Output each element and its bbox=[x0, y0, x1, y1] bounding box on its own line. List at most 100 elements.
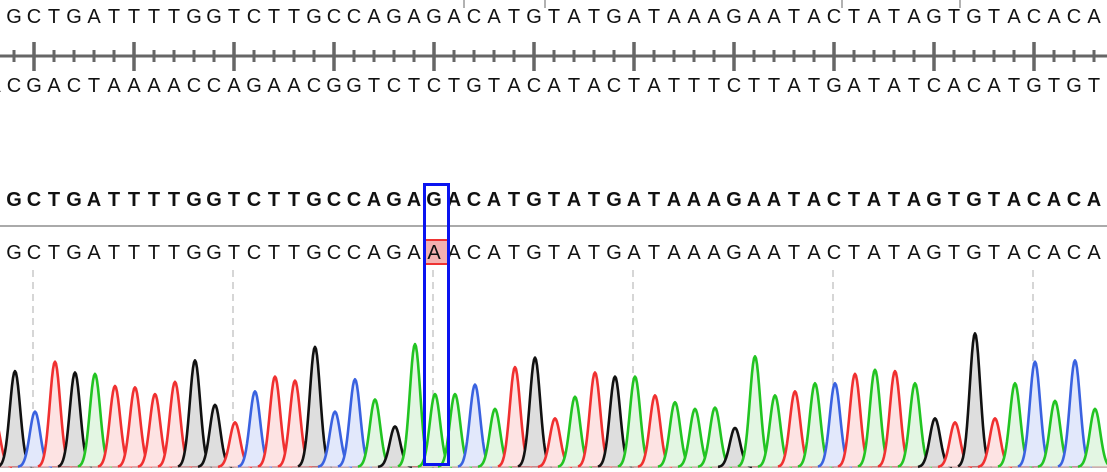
base-letter[interactable]: G bbox=[306, 242, 322, 264]
base-letter[interactable]: G bbox=[66, 189, 82, 211]
base-letter[interactable]: G bbox=[386, 189, 402, 211]
base-letter[interactable]: A bbox=[287, 75, 301, 97]
base-letter[interactable]: A bbox=[407, 6, 421, 28]
base-letter[interactable]: G bbox=[206, 242, 222, 264]
base-letter[interactable]: T bbox=[107, 242, 121, 264]
base-letter[interactable]: G bbox=[606, 189, 622, 211]
base-letter[interactable]: A bbox=[1046, 189, 1062, 211]
base-letter[interactable]: C bbox=[466, 6, 482, 28]
base-letter[interactable]: A bbox=[706, 189, 722, 211]
base-letter[interactable]: A bbox=[107, 75, 121, 97]
base-letter[interactable]: T bbox=[867, 75, 881, 97]
base-letter[interactable]: A bbox=[567, 6, 581, 28]
base-letter[interactable]: A bbox=[687, 242, 701, 264]
base-letter[interactable]: G bbox=[726, 189, 742, 211]
base-letter[interactable]: A bbox=[867, 6, 881, 28]
base-letter[interactable]: C bbox=[466, 189, 482, 211]
base-letter[interactable]: T bbox=[587, 242, 601, 264]
base-letter[interactable]: T bbox=[547, 6, 561, 28]
base-letter[interactable]: A bbox=[1006, 189, 1022, 211]
base-letter[interactable]: G bbox=[386, 6, 402, 28]
base-letter[interactable]: G bbox=[6, 242, 22, 264]
base-letter[interactable]: A bbox=[147, 75, 161, 97]
base-letter[interactable]: A bbox=[666, 189, 682, 211]
base-letter[interactable]: G bbox=[926, 6, 942, 28]
base-letter[interactable]: C bbox=[306, 75, 322, 97]
base-letter[interactable]: G bbox=[186, 189, 202, 211]
reference-forward-strand[interactable]: TGCTGATTTTGGTCTTGCCAGAGACATGTATGATAAAGAA… bbox=[0, 3, 1107, 31]
base-letter[interactable]: A bbox=[807, 242, 821, 264]
base-letter[interactable]: T bbox=[487, 75, 501, 97]
base-letter[interactable]: A bbox=[87, 242, 101, 264]
base-letter[interactable]: T bbox=[507, 189, 521, 211]
base-letter[interactable]: C bbox=[326, 6, 342, 28]
base-letter[interactable]: A bbox=[1087, 6, 1101, 28]
base-letter[interactable]: C bbox=[726, 75, 742, 97]
base-letter[interactable]: C bbox=[826, 6, 842, 28]
base-letter[interactable]: G bbox=[926, 189, 942, 211]
base-letter[interactable]: A bbox=[1086, 189, 1102, 211]
base-letter[interactable]: A bbox=[587, 75, 601, 97]
base-letter[interactable]: A bbox=[766, 189, 782, 211]
base-letter[interactable]: C bbox=[66, 75, 82, 97]
base-letter[interactable]: T bbox=[0, 239, 4, 267]
base-letter[interactable]: C bbox=[186, 75, 202, 97]
base-letter[interactable]: T bbox=[407, 75, 421, 97]
base-letter[interactable]: G bbox=[6, 6, 22, 28]
base-letter[interactable]: C bbox=[6, 75, 22, 97]
base-letter[interactable]: G bbox=[466, 75, 482, 97]
base-letter[interactable]: A bbox=[887, 75, 901, 97]
base-letter[interactable]: A bbox=[407, 242, 421, 264]
base-letter[interactable]: T bbox=[227, 189, 241, 211]
base-letter[interactable]: T bbox=[587, 189, 601, 211]
base-letter[interactable]: C bbox=[426, 75, 442, 97]
base-letter[interactable]: G bbox=[526, 6, 542, 28]
base-letter[interactable]: G bbox=[186, 242, 202, 264]
base-letter[interactable]: A bbox=[566, 189, 582, 211]
base-letter[interactable]: T bbox=[127, 6, 141, 28]
base-letter[interactable]: C bbox=[26, 189, 42, 211]
base-letter[interactable]: T bbox=[627, 75, 641, 97]
base-letter[interactable]: T bbox=[127, 189, 141, 211]
base-letter[interactable]: C bbox=[246, 6, 262, 28]
reference-complement-strand[interactable]: ACGACTAAAACCAGAACGGTCTCTGTACATACTATTTCTT… bbox=[0, 72, 1107, 100]
base-letter[interactable]: G bbox=[206, 6, 222, 28]
base-letter[interactable]: G bbox=[606, 6, 622, 28]
read-sequence[interactable]: TGCTGATTTTGGTCTTGCCAGAAACATGTATGATAAAGAA… bbox=[0, 239, 1107, 267]
base-letter[interactable]: A bbox=[167, 75, 181, 97]
base-letter[interactable]: T bbox=[1087, 75, 1101, 97]
base-letter[interactable]: A bbox=[847, 75, 861, 97]
base-letter[interactable]: C bbox=[346, 6, 362, 28]
base-letter[interactable]: A bbox=[367, 6, 381, 28]
base-letter[interactable]: G bbox=[66, 242, 82, 264]
base-letter[interactable]: T bbox=[947, 6, 961, 28]
base-letter[interactable]: G bbox=[606, 242, 622, 264]
base-letter[interactable]: A bbox=[627, 6, 641, 28]
base-letter[interactable]: T bbox=[947, 189, 961, 211]
base-letter[interactable]: A bbox=[906, 189, 922, 211]
base-letter[interactable]: T bbox=[507, 6, 521, 28]
base-letter[interactable]: T bbox=[787, 242, 801, 264]
base-letter[interactable]: A bbox=[947, 75, 961, 97]
base-letter[interactable]: G bbox=[526, 242, 542, 264]
base-letter[interactable]: C bbox=[966, 75, 982, 97]
base-letter[interactable]: G bbox=[926, 242, 942, 264]
base-letter[interactable]: A bbox=[446, 189, 462, 211]
base-letter[interactable]: T bbox=[287, 189, 301, 211]
base-letter[interactable]: T bbox=[367, 75, 381, 97]
base-letter[interactable]: G bbox=[326, 75, 342, 97]
base-letter[interactable]: T bbox=[847, 6, 861, 28]
base-letter[interactable]: A bbox=[667, 6, 681, 28]
base-letter[interactable]: G bbox=[966, 6, 982, 28]
base-letter[interactable]: A bbox=[0, 72, 4, 100]
base-letter[interactable]: T bbox=[547, 189, 561, 211]
base-letter[interactable]: G bbox=[966, 189, 982, 211]
base-letter[interactable]: T bbox=[127, 242, 141, 264]
base-letter[interactable]: T bbox=[0, 3, 4, 31]
base-letter[interactable]: T bbox=[147, 242, 161, 264]
base-letter[interactable]: T bbox=[987, 6, 1001, 28]
base-letter[interactable]: A bbox=[627, 242, 641, 264]
base-letter[interactable]: C bbox=[1066, 189, 1082, 211]
base-letter[interactable]: C bbox=[926, 75, 942, 97]
base-letter[interactable]: T bbox=[567, 75, 581, 97]
